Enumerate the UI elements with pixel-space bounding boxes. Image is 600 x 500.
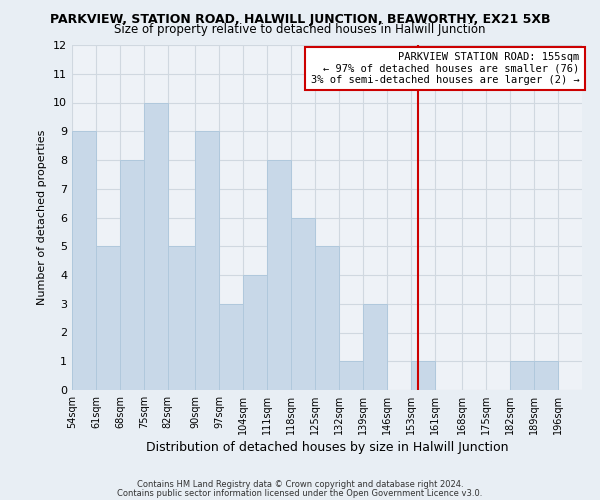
Bar [534, 361, 558, 390]
Text: Size of property relative to detached houses in Halwill Junction: Size of property relative to detached ho… [114, 22, 486, 36]
Bar [120, 160, 144, 390]
X-axis label: Distribution of detached houses by size in Halwill Junction: Distribution of detached houses by size … [146, 441, 508, 454]
Bar [510, 361, 534, 390]
Bar [219, 304, 243, 390]
Bar [411, 361, 435, 390]
Bar [144, 102, 168, 390]
Bar [72, 131, 96, 390]
Text: PARKVIEW STATION ROAD: 155sqm
← 97% of detached houses are smaller (76)
3% of se: PARKVIEW STATION ROAD: 155sqm ← 97% of d… [311, 52, 580, 85]
Bar [315, 246, 339, 390]
Bar [243, 275, 267, 390]
Text: Contains HM Land Registry data © Crown copyright and database right 2024.: Contains HM Land Registry data © Crown c… [137, 480, 463, 489]
Bar [195, 131, 219, 390]
Y-axis label: Number of detached properties: Number of detached properties [37, 130, 47, 305]
Text: Contains public sector information licensed under the Open Government Licence v3: Contains public sector information licen… [118, 488, 482, 498]
Bar [96, 246, 120, 390]
Bar [363, 304, 387, 390]
Text: PARKVIEW, STATION ROAD, HALWILL JUNCTION, BEAWORTHY, EX21 5XB: PARKVIEW, STATION ROAD, HALWILL JUNCTION… [50, 12, 550, 26]
Bar [267, 160, 291, 390]
Bar [291, 218, 315, 390]
Bar [168, 246, 195, 390]
Bar [339, 361, 363, 390]
